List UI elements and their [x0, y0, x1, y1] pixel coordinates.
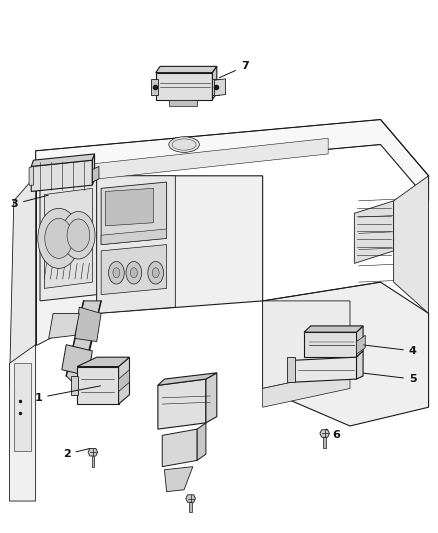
Polygon shape [31, 160, 92, 191]
Circle shape [148, 262, 163, 284]
Polygon shape [14, 364, 31, 451]
Text: 4: 4 [364, 345, 417, 356]
Polygon shape [29, 166, 33, 185]
Polygon shape [151, 79, 158, 94]
Text: 1: 1 [35, 386, 101, 403]
Polygon shape [394, 176, 428, 313]
Polygon shape [92, 154, 95, 185]
Circle shape [62, 212, 95, 259]
Text: 6: 6 [326, 429, 340, 440]
Polygon shape [97, 176, 175, 313]
Polygon shape [354, 201, 394, 263]
Polygon shape [212, 79, 219, 94]
Polygon shape [40, 176, 97, 301]
Polygon shape [35, 176, 97, 345]
Polygon shape [169, 100, 197, 106]
Polygon shape [287, 357, 295, 382]
Polygon shape [92, 166, 99, 182]
Polygon shape [206, 373, 217, 423]
Circle shape [67, 219, 90, 252]
Polygon shape [320, 430, 329, 437]
Circle shape [109, 262, 124, 284]
Polygon shape [101, 182, 166, 245]
Polygon shape [35, 119, 428, 201]
Polygon shape [293, 357, 357, 382]
Polygon shape [304, 332, 357, 357]
Polygon shape [66, 301, 101, 389]
Polygon shape [49, 313, 79, 338]
Polygon shape [357, 335, 365, 354]
Circle shape [152, 268, 159, 278]
Text: 5: 5 [364, 373, 417, 384]
Text: 3: 3 [11, 195, 48, 209]
Polygon shape [189, 502, 192, 512]
Polygon shape [77, 367, 119, 404]
Circle shape [38, 208, 80, 269]
Polygon shape [158, 373, 217, 385]
Circle shape [126, 262, 142, 284]
Polygon shape [119, 357, 130, 404]
Polygon shape [164, 466, 193, 491]
Text: 7: 7 [219, 61, 249, 78]
Polygon shape [75, 307, 101, 342]
Polygon shape [304, 326, 363, 332]
Polygon shape [162, 429, 197, 466]
Polygon shape [197, 423, 206, 461]
Polygon shape [106, 188, 153, 226]
Polygon shape [158, 379, 206, 429]
Polygon shape [186, 495, 195, 502]
Text: 2: 2 [63, 449, 90, 459]
Polygon shape [97, 176, 263, 313]
Polygon shape [263, 301, 350, 389]
Polygon shape [263, 282, 428, 426]
Polygon shape [357, 351, 363, 379]
Polygon shape [31, 154, 95, 166]
Polygon shape [155, 67, 217, 72]
Polygon shape [357, 326, 363, 357]
Polygon shape [62, 345, 92, 376]
Circle shape [45, 219, 73, 259]
Polygon shape [155, 72, 212, 100]
Polygon shape [71, 376, 78, 395]
Polygon shape [44, 188, 92, 288]
Circle shape [113, 268, 120, 278]
Polygon shape [77, 357, 130, 367]
Ellipse shape [169, 137, 199, 152]
Polygon shape [40, 138, 328, 185]
Polygon shape [101, 229, 166, 245]
Polygon shape [212, 67, 217, 100]
Polygon shape [215, 79, 226, 96]
Polygon shape [119, 370, 130, 392]
Polygon shape [263, 370, 350, 407]
Polygon shape [101, 245, 166, 295]
Polygon shape [10, 345, 35, 501]
Polygon shape [92, 456, 94, 466]
Polygon shape [10, 176, 35, 389]
Polygon shape [323, 437, 326, 448]
Circle shape [131, 268, 138, 278]
Polygon shape [88, 448, 98, 456]
